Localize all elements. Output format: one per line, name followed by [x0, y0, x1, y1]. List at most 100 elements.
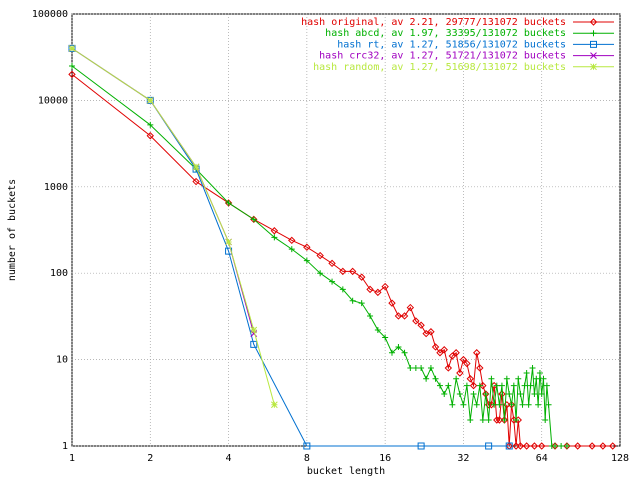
point	[366, 285, 374, 294]
point	[146, 97, 154, 104]
point	[432, 375, 439, 382]
point	[382, 334, 389, 341]
point	[357, 273, 366, 281]
legend-marker	[590, 63, 597, 71]
point	[394, 312, 403, 320]
point	[367, 312, 374, 319]
point	[510, 382, 517, 389]
point	[431, 343, 440, 351]
point	[498, 390, 506, 398]
point	[417, 442, 425, 450]
point	[558, 443, 565, 449]
point	[495, 416, 504, 424]
point	[250, 326, 258, 334]
point	[427, 364, 434, 371]
point	[463, 359, 471, 368]
y-tick-label: 100	[50, 268, 68, 279]
point	[535, 401, 542, 408]
point	[250, 216, 257, 223]
point	[485, 416, 492, 423]
point	[525, 401, 532, 408]
legend-label: hash rt, av 1.27, 51856/131072 buckets	[337, 39, 566, 50]
point	[427, 328, 435, 336]
point	[339, 267, 347, 276]
point	[542, 416, 549, 423]
point	[573, 442, 582, 450]
point	[401, 349, 408, 356]
point	[225, 199, 232, 206]
point	[563, 443, 570, 449]
legend-label: hash original, av 2.21, 29777/131072 buc…	[301, 17, 566, 28]
y-axis-label: number of buckets	[7, 179, 18, 281]
point	[545, 401, 552, 408]
point	[406, 303, 415, 312]
point	[453, 375, 460, 382]
point	[69, 63, 75, 70]
plot-frame	[71, 13, 621, 447]
point	[339, 286, 346, 293]
point	[527, 382, 534, 389]
point	[288, 246, 295, 253]
legend-marker	[590, 40, 597, 48]
point	[470, 390, 477, 397]
legend-label: hash abcd, av 1.97, 33395/131072 buckets	[325, 28, 566, 39]
point	[609, 442, 617, 450]
point	[303, 442, 311, 450]
point	[436, 349, 444, 357]
series-line	[71, 73, 613, 447]
point	[146, 96, 154, 104]
point	[374, 288, 382, 297]
point	[476, 364, 484, 372]
point	[533, 375, 540, 382]
point	[466, 375, 474, 383]
point	[516, 442, 525, 450]
point	[456, 369, 464, 377]
point	[538, 390, 545, 397]
x-tick-label: 8	[304, 453, 310, 464]
point	[536, 369, 543, 376]
point	[317, 270, 324, 277]
point	[599, 442, 607, 450]
x-tick-label: 1	[69, 453, 75, 464]
point	[506, 390, 513, 397]
point	[423, 375, 430, 382]
point	[476, 382, 483, 389]
point	[469, 381, 478, 390]
point	[68, 45, 76, 52]
point	[517, 390, 524, 397]
point	[482, 390, 489, 397]
point	[192, 163, 200, 171]
point	[485, 442, 493, 450]
point	[270, 227, 279, 235]
point	[449, 401, 456, 408]
point	[473, 349, 481, 357]
point	[521, 382, 528, 389]
point	[452, 349, 460, 357]
point	[507, 401, 516, 409]
point	[303, 243, 311, 251]
point	[496, 401, 503, 408]
point	[388, 299, 396, 307]
point	[491, 401, 498, 408]
point	[538, 442, 546, 450]
point	[147, 121, 154, 128]
point	[448, 352, 457, 360]
point	[412, 317, 420, 325]
point	[271, 234, 278, 241]
x-tick-label: 4	[226, 453, 232, 464]
point	[349, 297, 356, 304]
point	[374, 327, 381, 334]
point	[498, 382, 505, 389]
point	[329, 278, 336, 285]
point	[588, 442, 596, 450]
point	[68, 70, 76, 79]
point	[441, 390, 448, 397]
point	[493, 382, 500, 389]
point	[417, 321, 425, 329]
point	[412, 364, 419, 371]
point	[519, 401, 526, 408]
point	[515, 375, 522, 382]
point	[445, 382, 452, 389]
